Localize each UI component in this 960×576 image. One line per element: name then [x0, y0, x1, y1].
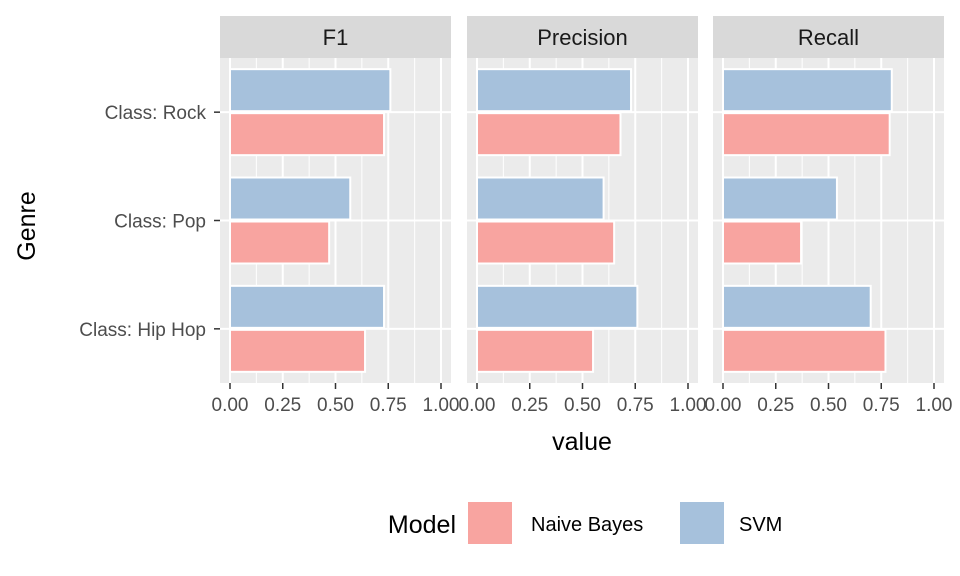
legend-key-naive-bayes	[466, 500, 514, 546]
bar-svm	[722, 68, 893, 113]
y-axis-title: Genre	[13, 191, 41, 260]
x-tick-label: 0.25	[757, 395, 794, 416]
bar-svm	[229, 68, 392, 113]
facet-strip	[713, 16, 944, 58]
legend-items: Naive Bayes SVM	[466, 500, 782, 546]
panel-f1: F1 0.00 0.25 0.50 0.75 1.00	[212, 16, 460, 416]
bar-naive-bayes	[722, 112, 891, 157]
x-axis-title: value	[552, 428, 612, 456]
facet-label: Precision	[537, 25, 627, 50]
legend-label: Naive Bayes	[531, 514, 643, 536]
bar-svm	[229, 284, 386, 329]
y-axis: Class: Rock Class: Pop Class: Hip Hop	[79, 103, 220, 341]
x-tick-label: 1.00	[670, 395, 707, 416]
panel-recall: Recall 0.00 0.25 0.50 0.75 1.00	[705, 16, 953, 416]
x-tick-label: 0.75	[370, 395, 407, 416]
bar-svm	[476, 284, 639, 329]
x-tick-label: 0.50	[317, 395, 354, 416]
x-tick-label: 0.25	[511, 395, 548, 416]
facet-strip	[220, 16, 451, 58]
bar-naive-bayes	[229, 220, 331, 265]
legend-title: Model	[388, 511, 456, 539]
bar-naive-bayes	[476, 112, 622, 157]
facet-label: F1	[323, 25, 349, 50]
facet-strip	[467, 16, 698, 58]
bar-naive-bayes	[722, 328, 887, 373]
x-tick-label: 0.50	[810, 395, 847, 416]
y-tick-label: Class: Pop	[114, 212, 206, 233]
x-tick-label: 0.00	[212, 395, 249, 416]
bar-naive-bayes	[476, 328, 595, 373]
bar-naive-bayes	[229, 328, 367, 373]
y-tick-label: Class: Hip Hop	[79, 320, 206, 341]
legend-label: SVM	[739, 514, 782, 536]
bar-svm	[722, 176, 838, 221]
bar-naive-bayes	[229, 112, 386, 157]
x-tick-label: 0.50	[564, 395, 601, 416]
x-tick-label: 1.00	[423, 395, 460, 416]
legend-key-svm	[678, 500, 726, 546]
x-tick-label: 0.25	[264, 395, 301, 416]
x-tick-label: 0.00	[459, 395, 496, 416]
chart-panels: F1 0.00 0.25 0.50 0.75 1.00 Precision 0.00 0.25 0…	[212, 16, 953, 416]
x-tick-label: 0.00	[705, 395, 742, 416]
panel-precision: Precision 0.00 0.25 0.50 0.75 1.00	[459, 16, 707, 416]
bar-svm	[476, 68, 633, 113]
bar-naive-bayes	[476, 220, 616, 265]
x-tick-label: 0.75	[617, 395, 654, 416]
bar-svm	[476, 176, 605, 221]
facet-label: Recall	[798, 25, 859, 50]
x-tick-label: 1.00	[916, 395, 953, 416]
x-tick-label: 0.75	[863, 395, 900, 416]
bar-svm	[229, 176, 352, 221]
y-tick-label: Class: Rock	[105, 103, 207, 124]
legend: Model Naive Bayes SVM	[388, 500, 782, 546]
bar-naive-bayes	[722, 220, 803, 265]
bar-svm	[722, 284, 872, 329]
